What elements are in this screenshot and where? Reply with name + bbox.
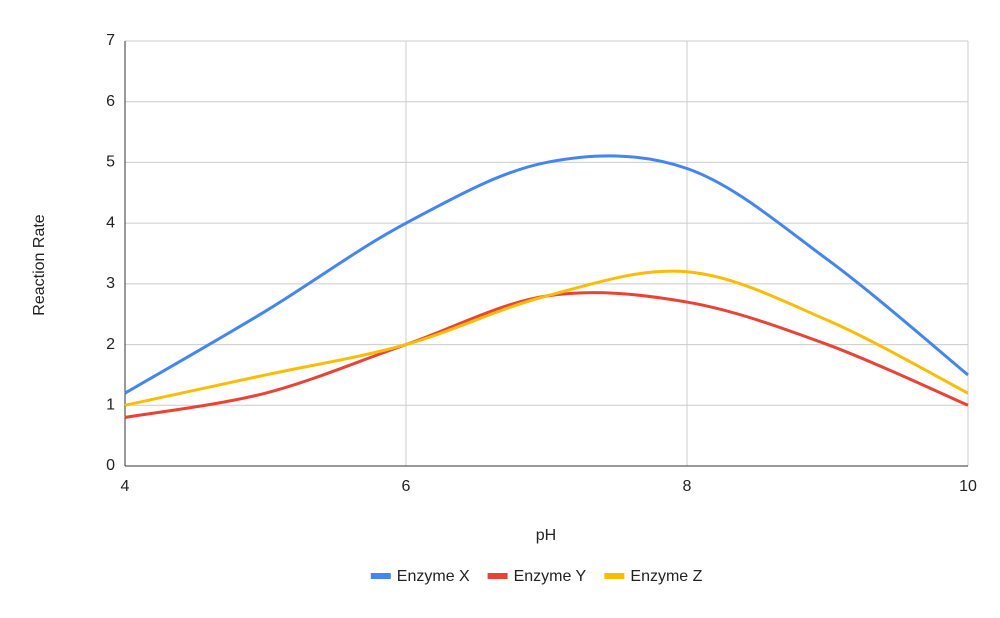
y-tick-label: 6 bbox=[106, 93, 115, 110]
y-tick-label: 0 bbox=[106, 457, 115, 474]
x-tick-label: 4 bbox=[121, 478, 130, 495]
x-tick-label: 10 bbox=[959, 478, 977, 495]
x-axis-title: pH bbox=[536, 527, 556, 544]
y-axis-title: Reaction Rate bbox=[31, 214, 48, 315]
y-tick-label: 3 bbox=[106, 275, 115, 292]
legend-label: Enzyme X bbox=[397, 568, 470, 585]
line-series bbox=[124, 154, 969, 395]
y-tick-label: 1 bbox=[106, 397, 115, 414]
legend-swatch bbox=[604, 573, 625, 579]
y-tick-label: 7 bbox=[106, 32, 115, 49]
line-series bbox=[124, 269, 969, 407]
legend-swatch bbox=[370, 573, 391, 579]
x-tick-label: 6 bbox=[402, 478, 411, 495]
y-tick-label: 5 bbox=[106, 154, 115, 171]
y-tick-label: 4 bbox=[106, 214, 115, 231]
legend-label: Enzyme Y bbox=[514, 568, 587, 585]
legend-swatch bbox=[487, 573, 508, 579]
line-series bbox=[124, 291, 969, 419]
y-tick-label: 2 bbox=[106, 336, 115, 353]
x-tick-label: 8 bbox=[683, 478, 692, 495]
legend-label: Enzyme Z bbox=[630, 568, 702, 585]
